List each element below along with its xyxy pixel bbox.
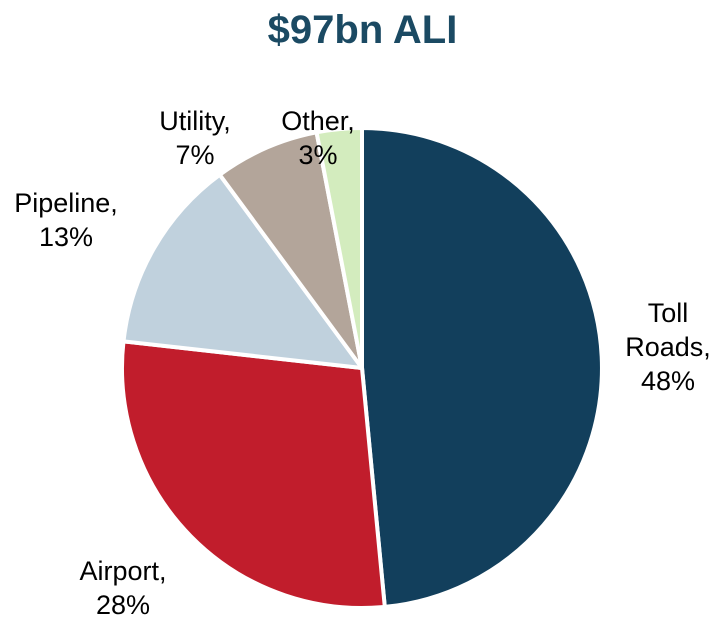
data-label-line: 3%	[298, 140, 337, 170]
data-label-utility: Utility, 7%	[159, 106, 231, 170]
data-label-line: Roads,	[625, 332, 711, 362]
data-label-line: Other,	[281, 106, 355, 136]
data-label-line: Utility,	[159, 106, 231, 136]
data-label-airport: Airport, 28%	[79, 556, 166, 620]
data-label-line: 13%	[39, 222, 93, 252]
pie-slice-pipeline	[121, 172, 364, 370]
pie-slice-other	[314, 126, 364, 370]
data-label-line: 7%	[175, 140, 214, 170]
data-label-line: Pipeline,	[14, 188, 118, 218]
pie-slice-toll-roads	[360, 126, 604, 609]
data-label-line: 48%	[641, 366, 695, 396]
chart-title: $97bn ALI	[267, 8, 458, 52]
data-label-line: 28%	[96, 590, 150, 620]
data-label-toll-roads: Toll Roads, 48%	[625, 298, 711, 396]
pie-slices	[120, 126, 604, 610]
pie-slice-airport	[120, 339, 387, 610]
data-label-line: Airport,	[79, 556, 166, 586]
pie-labels: Toll Roads, 48% Airport, 28% Pipeline, 13% Util…	[14, 106, 711, 620]
data-label-line: Toll	[648, 298, 689, 328]
data-label-pipeline: Pipeline, 13%	[14, 188, 118, 252]
data-label-other: Other, 3%	[281, 106, 355, 170]
